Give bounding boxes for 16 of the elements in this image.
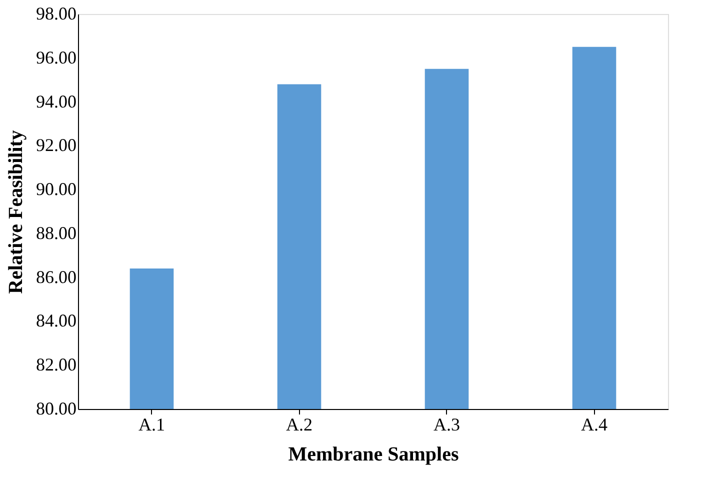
x-tick-label: A.2	[286, 414, 312, 434]
y-tick-label: 92.00	[36, 135, 76, 156]
y-tick-label: 80.00	[36, 398, 76, 418]
y-tick-label: 98.00	[36, 4, 76, 24]
y-axis-title: Relative Feasibility	[5, 130, 27, 294]
y-tick-label: 86.00	[36, 266, 76, 287]
y-tick-label: 84.00	[36, 310, 76, 331]
x-tick-label: A.4	[581, 414, 608, 434]
x-tick-label: A.1	[138, 414, 165, 434]
y-tick-label: 88.00	[36, 222, 76, 243]
x-axis-title: Membrane Samples	[288, 444, 459, 466]
y-tick-label: 82.00	[36, 354, 76, 375]
y-tick-label: 90.00	[36, 179, 76, 200]
y-tick-label: 94.00	[36, 91, 76, 112]
x-tick-label: A.3	[434, 414, 460, 434]
y-tick-label: 96.00	[36, 47, 76, 68]
